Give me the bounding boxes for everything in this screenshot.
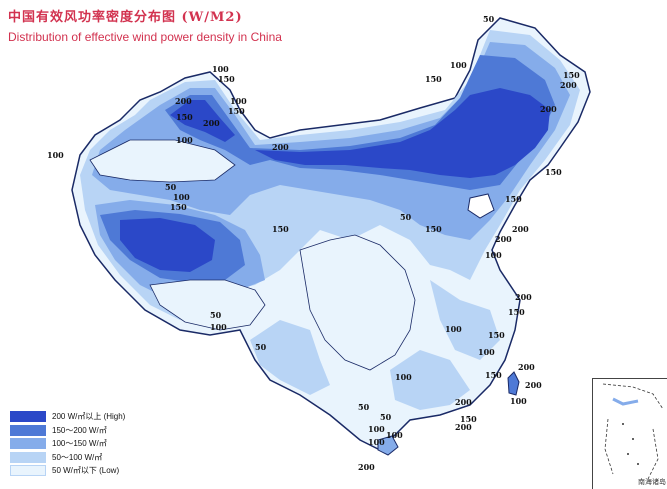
legend-swatch <box>10 411 46 423</box>
contour-label: 150 <box>488 330 505 340</box>
map-title-english: Distribution of effective wind power den… <box>8 30 282 44</box>
contour-label: 200 <box>175 96 192 106</box>
contour-label: 150 <box>563 70 580 80</box>
contour-label: 100 <box>210 322 227 332</box>
contour-label: 150 <box>228 106 245 116</box>
zone-low-tibet <box>149 279 266 331</box>
contour-label: 100 <box>176 135 193 145</box>
contour-label: 150 <box>176 112 193 122</box>
contour-label: 100 <box>368 437 385 447</box>
zone-100-150 <box>92 42 570 240</box>
legend-item: 100～150 W/㎡ <box>10 437 125 451</box>
contour-label: 200 <box>358 462 375 472</box>
legend: 200 W/㎡以上 (High) 150～200 W/㎡ 100～150 W/㎡… <box>10 410 125 478</box>
contour-label: 100 <box>445 324 462 334</box>
contour-label: 100 <box>510 396 527 406</box>
contour-labels: 50 100 150 200 100 150 200 100 150 200 1… <box>47 14 580 472</box>
zone-50-100-south <box>250 280 500 410</box>
legend-item: 200 W/㎡以上 (High) <box>10 410 125 424</box>
contour-label: 50 <box>380 412 392 422</box>
contour-label: 150 <box>218 74 235 84</box>
legend-label: 50 W/㎡以下 (Low) <box>52 466 120 476</box>
inset-caption: 南海诸岛 <box>638 479 666 486</box>
legend-label: 50～100 W/㎡ <box>52 452 103 462</box>
inset-map <box>602 383 664 480</box>
legend-swatch <box>10 438 46 450</box>
contour-label: 100 <box>395 372 412 382</box>
contour-label: 200 <box>455 422 472 432</box>
contour-label: 200 <box>455 397 472 407</box>
contour-label: 200 <box>515 292 532 302</box>
contour-label: 100 <box>47 150 64 160</box>
contour-label: 150 <box>460 414 477 424</box>
zone-low-sichuan <box>299 234 416 371</box>
contour-label: 200 <box>203 118 220 128</box>
contour-label: 50 <box>358 402 370 412</box>
contour-label: 200 <box>540 104 557 114</box>
contour-label: 150 <box>505 194 522 204</box>
legend-label: 200 W/㎡以上 (High) <box>52 412 126 422</box>
zone-200-plus-sw <box>120 218 215 272</box>
contour-label: 150 <box>485 370 502 380</box>
legend-swatch <box>10 424 46 436</box>
contour-label: 100 <box>173 192 190 202</box>
contour-label: 200 <box>512 224 529 234</box>
legend-item: 50～100 W/㎡ <box>10 451 125 465</box>
contour-label: 50 <box>400 212 412 222</box>
contour-label: 200 <box>525 380 542 390</box>
legend-item: 50 W/㎡以下 (Low) <box>10 464 125 478</box>
legend-label: 100～150 W/㎡ <box>52 439 107 449</box>
legend-item: 150～200 W/㎡ <box>10 424 125 438</box>
contour-label: 100 <box>450 60 467 70</box>
legend-swatch <box>10 451 46 463</box>
contour-label: 150 <box>170 202 187 212</box>
contour-label: 150 <box>425 74 442 84</box>
south-china-sea-inset: 南海诸岛 <box>592 378 667 489</box>
contour-label: 100 <box>368 424 385 434</box>
zone-200-plus <box>170 88 550 178</box>
hainan-island <box>377 435 399 456</box>
contour-label: 50 <box>165 182 177 192</box>
bohai-sea <box>467 193 495 219</box>
contour-label: 100 <box>386 430 403 440</box>
contour-label: 50 <box>210 310 222 320</box>
contour-label: 150 <box>508 307 525 317</box>
map-title-chinese: 中国有效风功率密度分布图 (W/M2) <box>8 10 243 25</box>
contour-label: 100 <box>230 96 247 106</box>
contour-label: 200 <box>272 142 289 152</box>
contour-label: 100 <box>478 347 495 357</box>
contour-label: 100 <box>485 250 502 260</box>
taiwan-island <box>507 371 520 396</box>
legend-swatch <box>10 465 46 477</box>
contour-label: 50 <box>255 342 267 352</box>
contour-label: 150 <box>425 224 442 234</box>
contour-label: 150 <box>545 167 562 177</box>
legend-label: 150～200 W/㎡ <box>52 425 107 435</box>
contour-label: 100 <box>212 64 229 74</box>
contour-label: 50 <box>483 14 495 24</box>
zone-low-tarim <box>89 139 236 183</box>
contour-label: 150 <box>272 224 289 234</box>
contour-label: 200 <box>495 234 512 244</box>
contour-label: 200 <box>518 362 535 372</box>
contour-label: 200 <box>560 80 577 90</box>
